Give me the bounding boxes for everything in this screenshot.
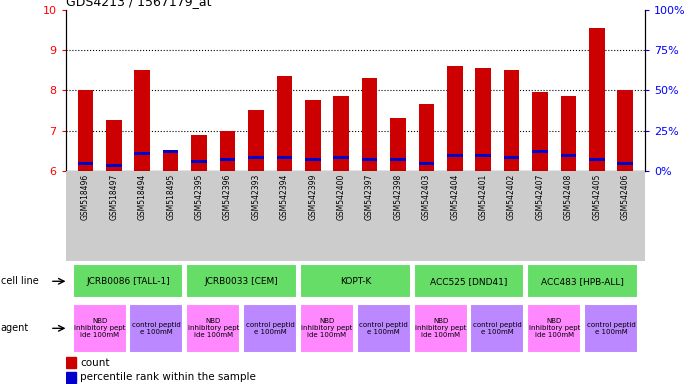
FancyBboxPatch shape bbox=[243, 304, 297, 353]
Bar bbox=[419, 104, 434, 171]
Text: GSM542408: GSM542408 bbox=[564, 174, 573, 220]
Text: GSM542396: GSM542396 bbox=[223, 174, 232, 220]
FancyBboxPatch shape bbox=[471, 304, 524, 353]
Bar bbox=[561, 96, 576, 171]
FancyBboxPatch shape bbox=[130, 304, 184, 353]
Text: percentile rank within the sample: percentile rank within the sample bbox=[80, 372, 256, 382]
Text: GSM542406: GSM542406 bbox=[621, 174, 630, 220]
FancyBboxPatch shape bbox=[300, 264, 411, 298]
Text: NBD
inhibitory pept
ide 100mM: NBD inhibitory pept ide 100mM bbox=[302, 318, 353, 338]
Bar bbox=[66, 357, 76, 368]
Text: control peptid
e 100mM: control peptid e 100mM bbox=[359, 322, 408, 335]
Bar bbox=[106, 121, 121, 171]
Text: GSM518494: GSM518494 bbox=[138, 174, 147, 220]
Text: GSM542402: GSM542402 bbox=[507, 174, 516, 220]
Text: control peptid
e 100mM: control peptid e 100mM bbox=[132, 322, 181, 335]
Bar bbox=[504, 70, 520, 171]
Bar bbox=[333, 156, 349, 159]
Text: ACC483 [HPB-ALL]: ACC483 [HPB-ALL] bbox=[541, 277, 624, 286]
Bar bbox=[475, 154, 491, 157]
Bar bbox=[305, 157, 321, 161]
Bar bbox=[191, 135, 207, 171]
FancyBboxPatch shape bbox=[357, 304, 411, 353]
Bar bbox=[618, 162, 633, 165]
Text: GSM542397: GSM542397 bbox=[365, 174, 374, 220]
Bar bbox=[362, 157, 377, 161]
FancyBboxPatch shape bbox=[584, 304, 638, 353]
Bar bbox=[248, 111, 264, 171]
Text: agent: agent bbox=[1, 323, 29, 333]
Bar bbox=[390, 157, 406, 161]
FancyBboxPatch shape bbox=[413, 304, 468, 353]
Bar bbox=[248, 156, 264, 159]
Bar bbox=[277, 76, 292, 171]
Text: GSM542405: GSM542405 bbox=[592, 174, 602, 220]
Bar bbox=[191, 160, 207, 163]
Bar bbox=[447, 154, 462, 157]
Bar bbox=[504, 156, 520, 159]
Text: control peptid
e 100mM: control peptid e 100mM bbox=[246, 322, 295, 335]
FancyBboxPatch shape bbox=[527, 304, 581, 353]
Bar bbox=[532, 149, 548, 153]
FancyBboxPatch shape bbox=[186, 304, 240, 353]
Bar bbox=[447, 66, 462, 171]
Text: GSM542403: GSM542403 bbox=[422, 174, 431, 220]
Text: count: count bbox=[80, 358, 110, 368]
Bar bbox=[305, 100, 321, 171]
Text: ACC525 [DND41]: ACC525 [DND41] bbox=[431, 277, 508, 286]
Text: GSM518497: GSM518497 bbox=[109, 174, 119, 220]
Text: control peptid
e 100mM: control peptid e 100mM bbox=[473, 322, 522, 335]
Text: NBD
inhibitory pept
ide 100mM: NBD inhibitory pept ide 100mM bbox=[529, 318, 580, 338]
Text: NBD
inhibitory pept
ide 100mM: NBD inhibitory pept ide 100mM bbox=[415, 318, 466, 338]
Bar bbox=[135, 152, 150, 155]
Bar bbox=[163, 153, 179, 171]
Text: GSM542394: GSM542394 bbox=[280, 174, 289, 220]
FancyBboxPatch shape bbox=[300, 304, 354, 353]
Bar bbox=[163, 149, 179, 153]
FancyBboxPatch shape bbox=[527, 264, 638, 298]
Bar bbox=[135, 70, 150, 171]
FancyBboxPatch shape bbox=[72, 264, 184, 298]
Text: GSM518495: GSM518495 bbox=[166, 174, 175, 220]
FancyBboxPatch shape bbox=[186, 264, 297, 298]
Text: GSM518496: GSM518496 bbox=[81, 174, 90, 220]
Text: GSM542404: GSM542404 bbox=[451, 174, 460, 220]
Text: GDS4213 / 1567179_at: GDS4213 / 1567179_at bbox=[66, 0, 211, 8]
Text: GSM542395: GSM542395 bbox=[195, 174, 204, 220]
Bar bbox=[532, 92, 548, 171]
Bar bbox=[77, 162, 93, 165]
FancyBboxPatch shape bbox=[413, 264, 524, 298]
Text: NBD
inhibitory pept
ide 100mM: NBD inhibitory pept ide 100mM bbox=[188, 318, 239, 338]
Bar bbox=[390, 119, 406, 171]
Bar bbox=[362, 78, 377, 171]
Bar bbox=[561, 154, 576, 157]
Text: GSM542398: GSM542398 bbox=[393, 174, 402, 220]
Bar bbox=[77, 90, 93, 171]
Bar bbox=[277, 156, 292, 159]
Text: GSM542400: GSM542400 bbox=[337, 174, 346, 220]
Text: KOPT-K: KOPT-K bbox=[339, 277, 371, 286]
Bar bbox=[589, 157, 604, 161]
Bar bbox=[219, 131, 235, 171]
Text: GSM542399: GSM542399 bbox=[308, 174, 317, 220]
Bar bbox=[219, 157, 235, 161]
Text: cell line: cell line bbox=[1, 276, 39, 286]
Bar bbox=[618, 90, 633, 171]
Text: NBD
inhibitory pept
ide 100mM: NBD inhibitory pept ide 100mM bbox=[74, 318, 126, 338]
Text: GSM542393: GSM542393 bbox=[251, 174, 260, 220]
Bar bbox=[475, 68, 491, 171]
Bar bbox=[419, 162, 434, 165]
Text: GSM542401: GSM542401 bbox=[479, 174, 488, 220]
Text: JCRB0086 [TALL-1]: JCRB0086 [TALL-1] bbox=[86, 277, 170, 286]
Text: JCRB0033 [CEM]: JCRB0033 [CEM] bbox=[205, 277, 279, 286]
Bar bbox=[66, 372, 76, 382]
Bar bbox=[106, 164, 121, 167]
Bar bbox=[333, 96, 349, 171]
FancyBboxPatch shape bbox=[72, 304, 127, 353]
Bar bbox=[589, 28, 604, 171]
Text: control peptid
e 100mM: control peptid e 100mM bbox=[586, 322, 635, 335]
Text: GSM542407: GSM542407 bbox=[535, 174, 544, 220]
